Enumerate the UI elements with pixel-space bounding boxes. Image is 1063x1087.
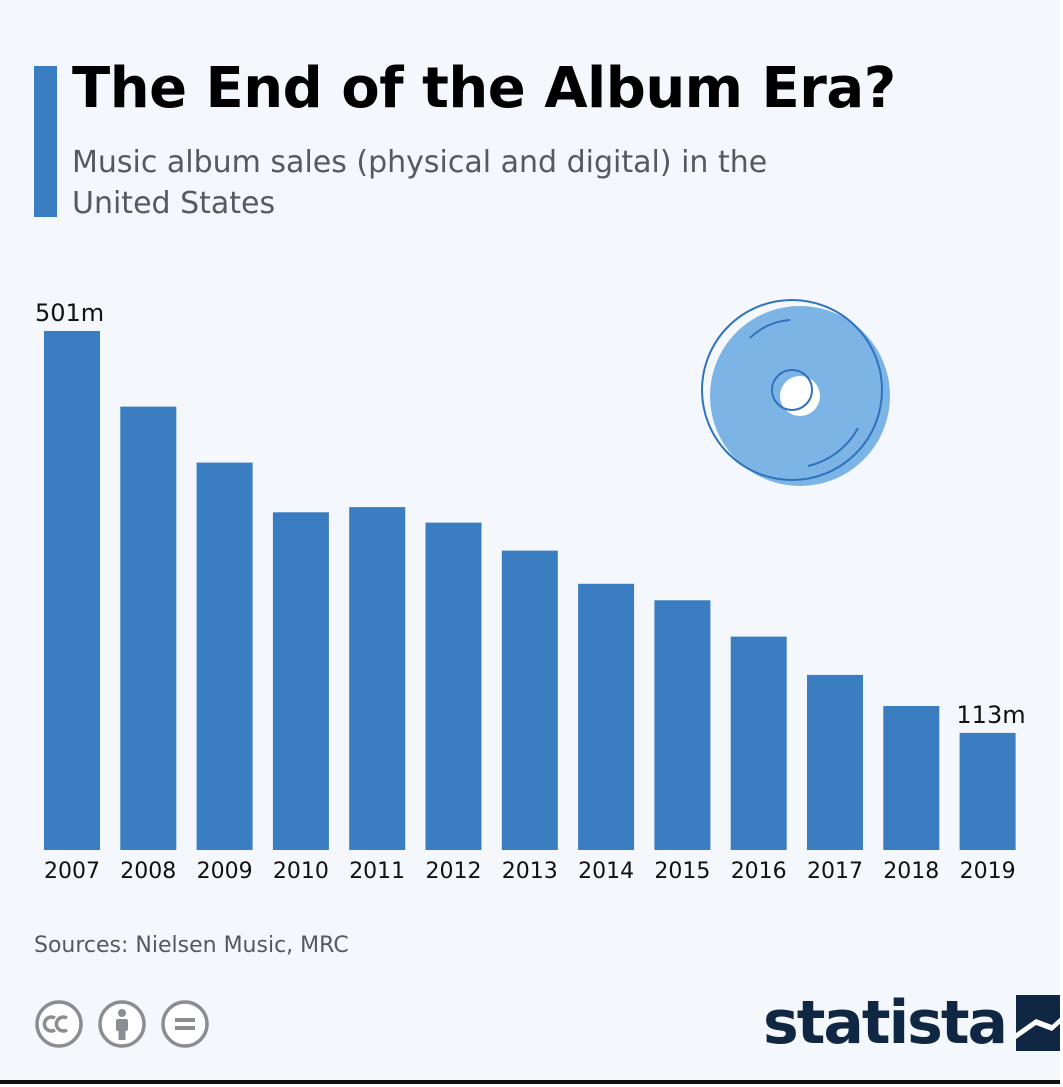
chart-title: The End of the Album Era? [72, 56, 896, 121]
x-tick-2018: 2018 [883, 859, 939, 884]
compact-disc-icon [701, 299, 890, 486]
bar-chart: 501m 113m 2007 2008 2009 2010 2011 2012 2013 201… [35, 299, 1026, 884]
bar-2019 [959, 732, 1016, 850]
value-label-2007: 501m [35, 299, 104, 327]
statista-mark-icon [1016, 995, 1060, 1051]
x-tick-2012: 2012 [426, 859, 482, 884]
brand-wordmark: statista [763, 988, 1008, 1058]
x-axis-ticks: 2007 2008 2009 2010 2011 2012 2013 2014 2015 2016… [44, 859, 1016, 884]
bar-2011 [349, 507, 406, 850]
bar-2012 [425, 522, 482, 850]
bar-2015 [654, 600, 711, 850]
x-tick-2013: 2013 [502, 859, 558, 884]
bars [44, 331, 1016, 850]
attribution-icon[interactable] [97, 999, 147, 1049]
x-tick-2017: 2017 [807, 859, 863, 884]
bar-2013 [501, 550, 558, 850]
bar-2010 [272, 512, 329, 850]
x-tick-2007: 2007 [44, 859, 100, 884]
bar-2008 [120, 406, 177, 850]
creative-commons-icon[interactable] [34, 999, 84, 1049]
license-icons [34, 999, 210, 1049]
title-accent-bar [34, 66, 57, 217]
bar-2018 [883, 706, 940, 850]
x-tick-2011: 2011 [349, 859, 405, 884]
value-labels: 501m 113m [35, 299, 1026, 729]
x-tick-2010: 2010 [273, 859, 329, 884]
bar-2009 [196, 462, 253, 850]
statista-logo[interactable]: statista [763, 990, 1060, 1056]
no-derivatives-icon[interactable] [160, 999, 210, 1049]
bar-2016 [730, 636, 787, 850]
x-tick-2019: 2019 [960, 859, 1016, 884]
bar-2007 [44, 331, 100, 850]
bar-2017 [807, 674, 863, 850]
x-tick-2015: 2015 [654, 859, 710, 884]
source-note: Sources: Nielsen Music, MRC [34, 933, 349, 958]
value-label-2019: 113m [956, 701, 1025, 729]
x-tick-2014: 2014 [578, 859, 634, 884]
x-tick-2008: 2008 [120, 859, 176, 884]
chart-subtitle: Music album sales (physical and digital)… [72, 145, 768, 221]
x-tick-2016: 2016 [731, 859, 787, 884]
x-tick-2009: 2009 [197, 859, 253, 884]
bar-2014 [578, 583, 635, 850]
